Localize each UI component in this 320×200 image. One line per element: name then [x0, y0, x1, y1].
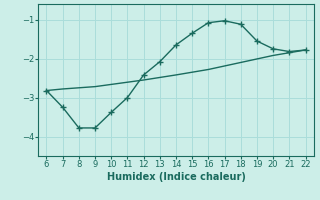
X-axis label: Humidex (Indice chaleur): Humidex (Indice chaleur) — [107, 172, 245, 182]
